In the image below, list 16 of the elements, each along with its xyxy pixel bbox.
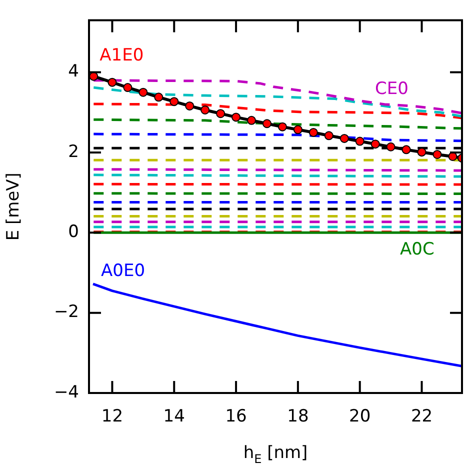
legend-label: A1E0 bbox=[100, 45, 144, 66]
y-tick-label: −4 bbox=[54, 382, 79, 402]
y-tick-label: 4 bbox=[68, 62, 79, 82]
x-tick-label: 16 bbox=[225, 406, 247, 427]
x-tick-label: 20 bbox=[349, 406, 371, 427]
y-tick-label: 2 bbox=[68, 142, 79, 162]
y-axis-title: E [meV] bbox=[4, 172, 24, 241]
x-tick-label: 18 bbox=[287, 406, 309, 427]
y-tick-label: −2 bbox=[54, 302, 79, 322]
series-label: A0E0 bbox=[101, 260, 146, 281]
x-tick-label: 14 bbox=[163, 406, 185, 427]
series-label: CE0 bbox=[375, 79, 408, 100]
y-tick-label: 0 bbox=[68, 222, 79, 242]
series-label: A0C bbox=[400, 240, 434, 260]
x-tick-label: 22 bbox=[410, 406, 433, 427]
x-tick-label: 12 bbox=[101, 406, 124, 427]
